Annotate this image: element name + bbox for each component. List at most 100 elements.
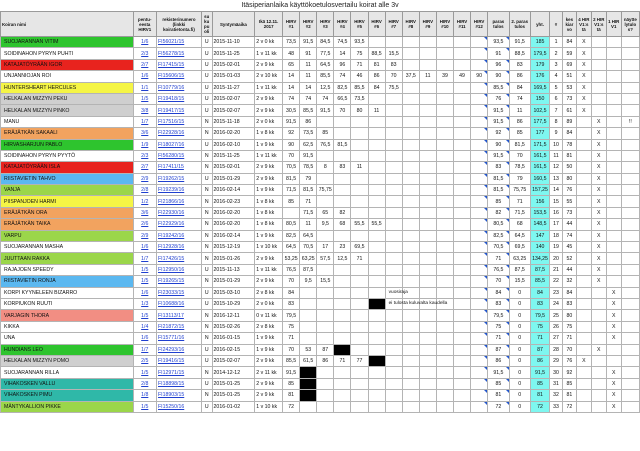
registration-link[interactable]: FI19265/15 bbox=[158, 278, 185, 285]
birth-date-cell: 2016-02-23 bbox=[211, 195, 256, 208]
hirv-result-cell bbox=[452, 92, 472, 106]
total-cell: 179 bbox=[529, 58, 551, 72]
litter-link[interactable]: 1/7 bbox=[141, 346, 149, 353]
litter-link[interactable]: 2/7 bbox=[141, 61, 149, 68]
hirv-result-cell bbox=[435, 206, 455, 220]
age-cell: 1 v 11 kk bbox=[254, 81, 284, 94]
litter-link[interactable]: 1/5 bbox=[141, 369, 149, 376]
registration-link[interactable]: FI22930/16 bbox=[158, 210, 185, 217]
four-hirv1-cell bbox=[575, 286, 592, 300]
litter-link[interactable]: 3/6 bbox=[141, 130, 149, 137]
registration-link[interactable]: FI17411/15 bbox=[158, 164, 184, 171]
registration-link[interactable]: FI12928/16 bbox=[158, 244, 185, 251]
litter-link[interactable]: 1/5 bbox=[141, 267, 149, 273]
litter-link[interactable]: 2/8 bbox=[141, 380, 149, 387]
litter-link[interactable]: 1/5 bbox=[141, 312, 149, 319]
litter-link[interactable]: 1/1 bbox=[141, 84, 149, 91]
hirv-result-cell: 71 bbox=[282, 332, 301, 345]
registration-link[interactable]: FI15771/16 bbox=[158, 335, 185, 342]
hirv-result-cell bbox=[350, 400, 369, 413]
hirv-result-cell bbox=[367, 366, 386, 379]
registration-link[interactable]: FI21866/16 bbox=[158, 198, 185, 205]
hirv-result-cell bbox=[418, 377, 437, 391]
registration-link[interactable]: FI18027/16 bbox=[158, 141, 185, 148]
litter-link[interactable]: 1/6 bbox=[141, 244, 149, 251]
second-result-cell: 86 bbox=[508, 70, 531, 83]
show-result-cell bbox=[620, 149, 640, 163]
registration-link[interactable]: FI22929/16 bbox=[158, 221, 185, 228]
average-cell: 53 bbox=[561, 81, 577, 94]
registration-link[interactable]: FI12950/16 bbox=[158, 267, 185, 273]
registration-link[interactable]: FI56021/15 bbox=[158, 39, 185, 46]
litter-link[interactable]: 1/7 bbox=[141, 255, 149, 262]
age-cell: 2 v 9 kk bbox=[254, 58, 284, 72]
registration-link[interactable]: FI17415/15 bbox=[158, 61, 185, 68]
registration-link[interactable]: FI17426/15 bbox=[158, 255, 185, 262]
litter-link[interactable]: 1/6 bbox=[141, 335, 149, 342]
litter-link[interactable]: 1/5 bbox=[141, 403, 149, 410]
registration-link[interactable]: FI56280/15 bbox=[158, 153, 185, 160]
dog-name: SOIDINAHON PYRYN PUHTI bbox=[0, 47, 134, 60]
litter-link[interactable]: 3/8 bbox=[141, 107, 149, 114]
registration-link[interactable]: FI56278/15 bbox=[158, 50, 185, 57]
registration-link[interactable]: FI23033/15 bbox=[158, 289, 185, 296]
litter-link[interactable]: 2/8 bbox=[141, 187, 149, 194]
litter-link[interactable]: 2/5 bbox=[141, 358, 149, 365]
registration-link[interactable]: FI19239/16 bbox=[158, 187, 185, 194]
hirv-result-cell: 75,5 bbox=[384, 81, 403, 94]
litter-link[interactable]: 1/2 bbox=[141, 198, 149, 205]
litter-link[interactable]: 2/6 bbox=[141, 221, 149, 228]
two-hirv1-cell bbox=[590, 58, 607, 72]
registration-link[interactable]: FI19416/15 bbox=[158, 358, 185, 365]
one-hirv1-cell bbox=[605, 115, 622, 129]
registration-link[interactable]: FI12971/15 bbox=[158, 369, 185, 376]
registration-link[interactable]: FI15606/15 bbox=[158, 73, 185, 80]
hirv-result-cell bbox=[401, 241, 420, 254]
litter-link[interactable]: 1/6 bbox=[141, 73, 149, 80]
column-header: paras tulos bbox=[487, 11, 510, 37]
registration-link[interactable]: FI15250/16 bbox=[158, 403, 185, 410]
litter-link[interactable]: 1/3 bbox=[141, 301, 149, 308]
registration-link[interactable]: FI19418/15 bbox=[158, 96, 185, 103]
second-result-cell: 84 bbox=[508, 81, 531, 94]
registration-link[interactable]: FI19262/15 bbox=[158, 175, 185, 182]
registration-link[interactable]: FI19242/16 bbox=[158, 232, 185, 239]
registration-link[interactable]: FI17516/15 bbox=[158, 118, 185, 125]
age-cell: 0 v 11 kk bbox=[254, 309, 284, 322]
hirv-result-cell: 70 bbox=[333, 104, 352, 117]
show-result-cell bbox=[620, 184, 640, 197]
registration-link[interactable]: FI13113/17 bbox=[158, 312, 184, 319]
litter-link[interactable]: 1/5 bbox=[141, 96, 149, 103]
registration-link[interactable]: FI22928/16 bbox=[158, 130, 185, 137]
hirv-result-cell: 37,5 bbox=[401, 70, 420, 83]
litter-link[interactable]: 3/6 bbox=[141, 210, 149, 217]
one-hirv1-cell: X bbox=[605, 389, 622, 402]
litter-link[interactable]: 2/9 bbox=[141, 175, 149, 182]
litter-link[interactable]: 1/8 bbox=[141, 392, 149, 399]
registration-link[interactable]: FI10688/16 bbox=[158, 301, 185, 308]
litter-link[interactable]: 1/7 bbox=[141, 118, 149, 125]
registration-link[interactable]: FI21872/15 bbox=[158, 323, 185, 330]
litter-link[interactable]: 1/6 bbox=[141, 289, 149, 296]
registration-link[interactable]: FI19417/15 bbox=[158, 107, 185, 114]
total-cell: 87,5 bbox=[529, 263, 551, 277]
litter-link[interactable]: 2/7 bbox=[141, 164, 149, 171]
registration-link[interactable]: FI24293/16 bbox=[158, 346, 185, 353]
average-cell: 61 bbox=[561, 104, 577, 117]
show-result-cell bbox=[620, 138, 640, 151]
average-cell: 45 bbox=[561, 241, 577, 254]
registration-link[interactable]: FI10779/16 bbox=[158, 84, 185, 91]
column-header: rekisterinumero (linkki koiratietonta.fi… bbox=[156, 11, 202, 37]
total-cell: 156 bbox=[529, 195, 551, 208]
hirv-result-cell bbox=[316, 149, 335, 163]
litter-link[interactable]: 1/6 bbox=[141, 39, 149, 46]
litter-link[interactable]: 2/9 bbox=[141, 232, 149, 239]
litter-link[interactable]: 2/3 bbox=[141, 153, 149, 160]
litter-link[interactable]: 1/9 bbox=[141, 141, 149, 148]
litter-link[interactable]: 1/4 bbox=[141, 323, 149, 330]
hirv-result-cell bbox=[350, 309, 369, 322]
litter-link[interactable]: 1/5 bbox=[141, 278, 149, 285]
registration-link[interactable]: FI18903/15 bbox=[158, 392, 185, 399]
litter-link[interactable]: 2/3 bbox=[141, 50, 149, 57]
registration-link[interactable]: FI18898/15 bbox=[158, 380, 185, 387]
